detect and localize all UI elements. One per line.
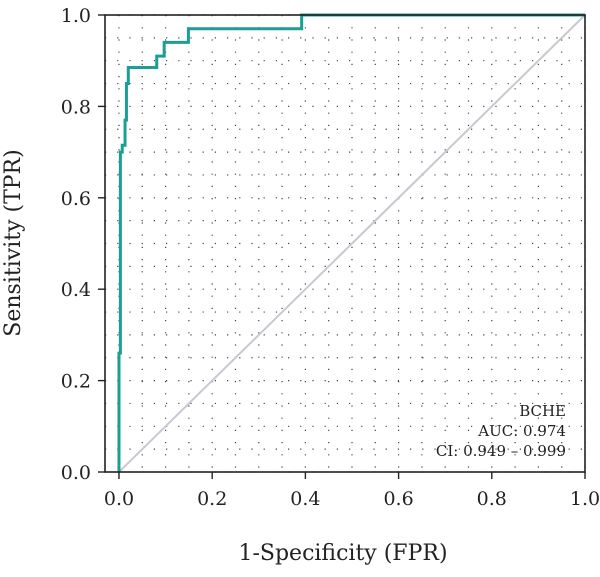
y-tick-label: 0.2: [61, 371, 91, 393]
roc-curve-line: [117, 13, 585, 472]
x-tick-label: 0.8: [477, 488, 507, 510]
x-axis-ticks: 0.0 0.2 0.4 0.6 0.8 1.0: [104, 472, 600, 510]
y-tick-label: 0.4: [61, 279, 91, 301]
x-tick-label: 1.0: [570, 488, 600, 510]
x-axis-title: 1-Specificity (FPR): [238, 541, 447, 566]
x-tick-label: 0.4: [290, 488, 320, 510]
y-tick-label: 0.6: [61, 188, 91, 210]
plot-frame: [104, 14, 586, 473]
ci-annotation: CI: 0.949 – 0.999: [436, 442, 566, 460]
y-axis-ticks: 0.0 0.2 0.4 0.6 0.8 1.0: [61, 5, 105, 484]
y-tick-label: 1.0: [61, 5, 91, 27]
y-tick-label: 0.0: [61, 462, 91, 484]
grid-lines: [105, 14, 586, 473]
auc-annotation: AUC: 0.974: [477, 422, 566, 440]
x-tick-label: 0.0: [104, 488, 134, 510]
x-tick-label: 0.6: [383, 488, 413, 510]
x-tick-label: 0.2: [197, 488, 227, 510]
legend-series-name: BCHE: [519, 402, 566, 420]
y-tick-label: 0.8: [61, 96, 91, 118]
y-axis-title: Sensitivity (TPR): [1, 149, 26, 336]
diagonal-reference-line: [118, 14, 586, 473]
